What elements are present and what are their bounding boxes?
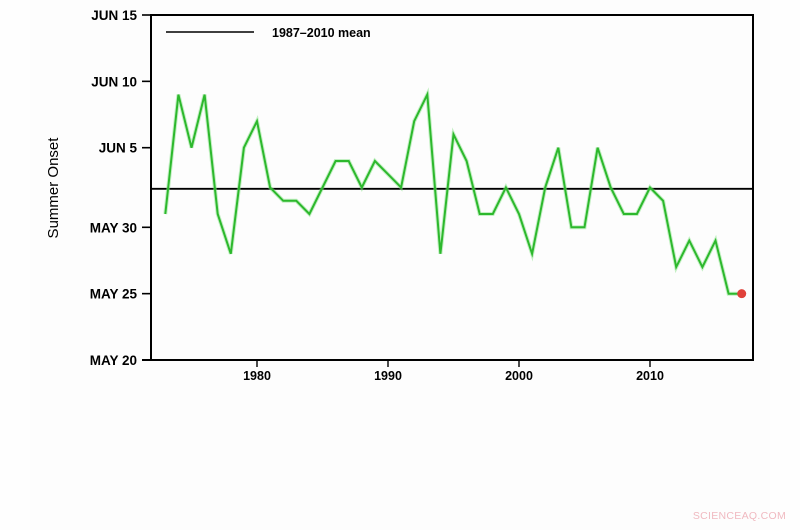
y-axis-title: Summer Onset [45, 137, 62, 239]
watermark: SCIENCEAQ.COM [692, 510, 786, 522]
y-tick-label: JUN 10 [91, 74, 137, 89]
x-axis: 1980 1990 2000 2010 [142, 359, 753, 383]
y-tick-label: JUN 5 [99, 141, 138, 156]
y-tick-label: JUN 15 [91, 8, 137, 23]
x-tick-label: 1980 [243, 369, 271, 383]
x-tick-label: 2010 [636, 369, 664, 383]
x-tick-label: 2000 [505, 369, 533, 383]
y-tick-label: MAY 30 [90, 220, 137, 235]
y-axis: MAY 20 MAY 25 MAY 30 JUN 5 JUN 10 JUN 15 [90, 8, 151, 368]
chart-panel [30, 0, 770, 530]
y-tick-label: MAY 20 [90, 353, 137, 368]
highlight-point-2017 [737, 289, 747, 299]
series-line [164, 90, 742, 295]
summer-onset-series [163, 87, 747, 299]
y-tick-label: MAY 25 [90, 287, 138, 302]
legend-label: 1987–2010 mean [272, 26, 371, 40]
plot-border [150, 14, 754, 361]
x-tick-label: 1990 [374, 369, 402, 383]
plot-area [150, 14, 754, 361]
legend: 1987–2010 mean [166, 26, 371, 40]
